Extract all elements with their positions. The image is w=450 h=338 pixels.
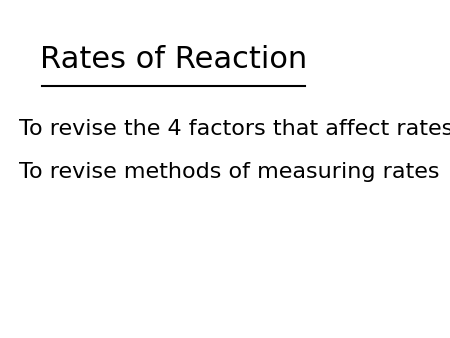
Text: To revise methods of measuring rates: To revise methods of measuring rates xyxy=(18,162,439,182)
Text: To revise the 4 factors that affect rates: To revise the 4 factors that affect rate… xyxy=(18,119,450,139)
Text: Rates of Reaction: Rates of Reaction xyxy=(40,45,307,74)
